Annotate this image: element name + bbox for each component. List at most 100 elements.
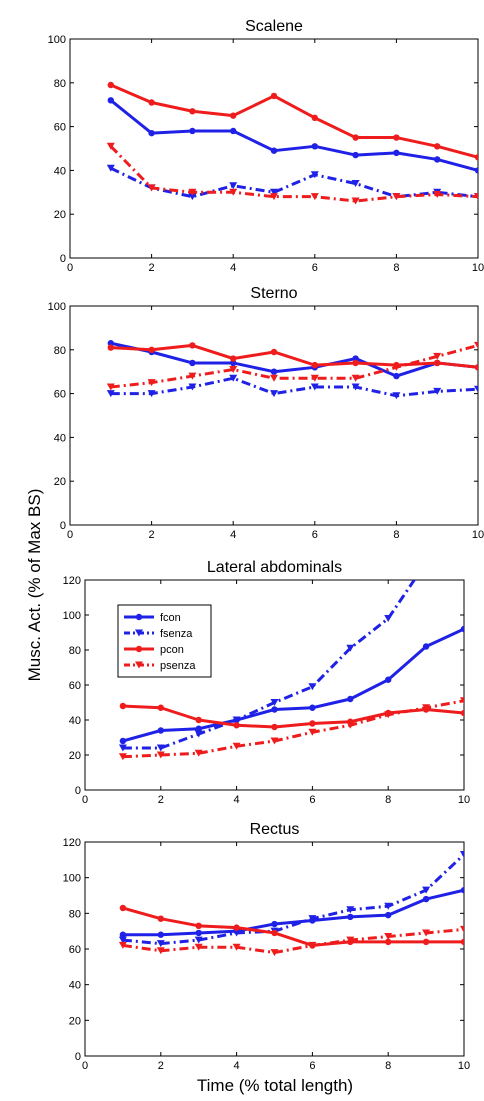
data-point-psenza — [460, 697, 464, 705]
data-point-psenza — [392, 363, 401, 371]
series-line-fcon — [110, 341, 478, 378]
data-point-fcon — [107, 97, 115, 104]
data-point-pcon — [271, 723, 278, 731]
data-point-psenza — [433, 352, 442, 360]
series-line-psenza — [110, 343, 478, 389]
data-point-psenza — [118, 941, 127, 949]
data-point-psenza — [433, 190, 442, 198]
data-point-pcon — [189, 342, 196, 349]
data-point-fsenza — [118, 744, 127, 752]
data-point-fsenza — [308, 683, 317, 691]
data-point-psenza — [188, 372, 197, 380]
data-point-psenza — [156, 947, 165, 955]
data-point-psenza — [229, 188, 238, 196]
data-point-fcon — [460, 625, 464, 633]
series-line-psenza — [109, 145, 478, 203]
data-point-fcon — [434, 156, 441, 163]
data-point-psenza — [351, 374, 360, 382]
data-point-fcon — [195, 929, 202, 937]
data-point-pcon — [233, 924, 240, 931]
data-point-fcon — [119, 737, 127, 745]
x-tick-label: 8 — [385, 794, 391, 806]
data-point-fcon — [230, 127, 237, 135]
data-point-psenza — [308, 728, 317, 736]
data-point-psenza — [392, 193, 401, 201]
x-tick-label: 0 — [82, 1060, 88, 1072]
data-point-pcon — [271, 929, 278, 937]
x-tick-label: 6 — [312, 529, 318, 541]
data-point-fcon — [422, 643, 430, 650]
y-tick-label: 20 — [69, 750, 81, 762]
x-tick-label: 4 — [230, 529, 236, 541]
legend-label-fsenza: fsenza — [160, 628, 193, 640]
data-point-pcon — [119, 904, 127, 912]
data-point-fsenza — [384, 902, 393, 910]
data-point-psenza — [194, 943, 203, 951]
data-point-psenza — [188, 188, 197, 196]
legend-marker-pcon — [135, 645, 143, 653]
x-tick-label: 2 — [158, 1060, 164, 1072]
data-point-pcon — [195, 922, 202, 930]
data-point-psenza — [474, 341, 478, 349]
data-point-psenza — [106, 383, 115, 391]
x-tick-label: 2 — [149, 262, 155, 274]
legend-label-fcon: fcon — [160, 612, 181, 624]
y-axis-label: Musc. Act. (% of Max BS) — [25, 489, 44, 682]
plot-area — [106, 340, 478, 400]
x-tick-label: 0 — [67, 529, 73, 541]
data-point-fsenza — [270, 188, 278, 196]
plot-area — [118, 580, 464, 761]
data-point-psenza — [346, 936, 355, 944]
y-tick-label: 100 — [63, 873, 81, 885]
data-point-fsenza — [229, 182, 238, 190]
x-tick-label: 2 — [158, 794, 164, 806]
data-point-psenza — [308, 941, 317, 949]
data-point-psenza — [270, 193, 278, 201]
legend-marker-psenza — [135, 661, 143, 669]
axes-box — [69, 305, 479, 526]
legend-marker-fcon — [135, 613, 143, 621]
series-line-fsenza — [110, 376, 478, 398]
data-point-fcon — [385, 911, 392, 919]
series-line-psenza — [122, 927, 464, 955]
data-point-fcon — [347, 695, 354, 703]
data-point-fsenza — [194, 936, 203, 944]
data-point-pcon — [460, 938, 464, 946]
x-tick-label: 10 — [458, 1060, 470, 1072]
data-point-psenza — [422, 704, 431, 712]
y-tick-label: 20 — [54, 476, 66, 488]
data-point-fcon — [148, 129, 155, 137]
axes-box — [69, 38, 479, 259]
data-point-fcon — [195, 725, 202, 732]
series-line-fsenza — [122, 853, 464, 946]
y-tick-label: 80 — [54, 345, 66, 357]
data-point-pcon — [157, 704, 164, 711]
y-tick-label: 40 — [69, 980, 81, 992]
series-line-fcon — [109, 99, 478, 172]
data-point-pcon — [230, 355, 237, 362]
data-point-psenza — [474, 193, 478, 201]
y-tick-label: 0 — [75, 785, 81, 797]
data-point-pcon — [393, 134, 400, 141]
data-point-psenza — [229, 366, 238, 374]
y-tick-label: 60 — [54, 122, 66, 134]
data-point-fsenza — [156, 744, 165, 752]
x-tick-label: 4 — [234, 1060, 240, 1072]
data-point-pcon — [309, 720, 316, 727]
data-point-pcon — [270, 92, 278, 100]
data-point-psenza — [270, 374, 278, 382]
data-point-fsenza — [229, 374, 238, 382]
y-tick-label: 120 — [63, 575, 81, 587]
x-tick-label: 2 — [149, 529, 155, 541]
plot-area — [106, 81, 478, 205]
data-point-fsenza — [232, 929, 241, 937]
data-point-fcon — [157, 727, 164, 734]
data-point-pcon — [233, 722, 240, 729]
data-point-psenza — [156, 751, 165, 759]
data-point-psenza — [106, 142, 115, 150]
data-point-fsenza — [384, 615, 393, 622]
data-point-fcon — [270, 147, 278, 154]
data-point-pcon — [189, 108, 196, 115]
x-tick-label: 6 — [312, 262, 318, 274]
data-point-pcon — [311, 114, 318, 122]
